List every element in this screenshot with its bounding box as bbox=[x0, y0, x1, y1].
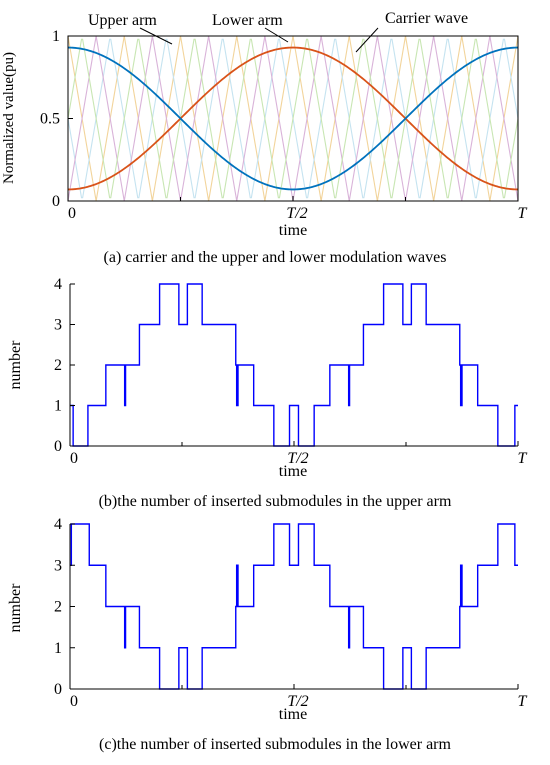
panel-c: 0 T/2 T 0 1 2 3 4 number time (c)the number of… bbox=[7, 516, 528, 753]
carrier-wave-line bbox=[68, 38, 518, 199]
x-tick-label: 0 bbox=[70, 693, 78, 710]
y-tick-label: 4 bbox=[54, 276, 62, 293]
y-tick-label: 0 bbox=[54, 681, 62, 698]
x-ticks-a: 0 T/2 T bbox=[67, 196, 528, 222]
x-axis-label-b: time bbox=[279, 463, 307, 480]
x-ticks-b: 0 T/2 T bbox=[69, 441, 528, 467]
y-tick-label: 0 bbox=[52, 193, 60, 210]
lower-arm-wave-line bbox=[68, 46, 518, 191]
y-axis-label-c: number bbox=[7, 583, 24, 633]
carrier-wave-line bbox=[68, 36, 518, 201]
upper-arm-submodule-count-line bbox=[70, 283, 518, 447]
y-tick-label: 1 bbox=[54, 640, 62, 657]
y-tick-label: 4 bbox=[54, 516, 62, 533]
annotation-carrier-wave: Carrier wave bbox=[385, 10, 468, 27]
x-tick-label: T bbox=[518, 205, 528, 222]
y-ticks-a: 00.51 bbox=[40, 28, 73, 210]
caption-b: (b)the number of inserted submodules in … bbox=[99, 493, 452, 510]
panel-a: 0 T/2 T 00.51 Normalized value(pu) time Up… bbox=[1, 10, 528, 266]
y-axis-label-a: Normalized value(pu) bbox=[1, 52, 17, 184]
annotation-pointer-carrier bbox=[355, 27, 379, 53]
lower-arm-submodule-count-line bbox=[70, 523, 518, 690]
y-tick-label: 0.5 bbox=[40, 111, 60, 128]
x-ticks-c: 0 T/2 T bbox=[69, 684, 528, 710]
panel-b: 0 T/2 T 0 1 2 3 4 number time (b)the number of… bbox=[7, 276, 528, 510]
x-tick-label: T/2 bbox=[287, 693, 308, 710]
modulation-waves bbox=[68, 46, 518, 191]
y-axis-label-b: number bbox=[7, 340, 24, 390]
carrier-wave-line bbox=[68, 36, 518, 201]
upper-arm-wave-line bbox=[68, 46, 518, 191]
annotation-lower-arm: Lower arm bbox=[212, 12, 283, 29]
y-tick-label: 2 bbox=[54, 599, 62, 616]
carrier-waves bbox=[68, 36, 518, 201]
annotation-pointer-lower bbox=[264, 27, 289, 43]
y-tick-label: 3 bbox=[54, 557, 62, 574]
x-tick-label: T bbox=[518, 693, 528, 710]
caption-a: (a) carrier and the upper and lower modu… bbox=[104, 249, 447, 266]
y-ticks-c: 0 1 2 3 4 bbox=[54, 516, 75, 698]
y-tick-label: 2 bbox=[54, 357, 62, 374]
x-tick-label: 0 bbox=[68, 205, 76, 222]
x-tick-label: T/2 bbox=[287, 450, 308, 467]
x-tick-label: 0 bbox=[70, 450, 78, 467]
y-tick-label: 0 bbox=[54, 438, 62, 455]
x-axis-label-a: time bbox=[279, 222, 307, 239]
y-ticks-b: 0 1 2 3 4 bbox=[54, 276, 75, 455]
x-axis-label-c: time bbox=[279, 706, 307, 723]
annotation-pointer-upper bbox=[139, 27, 173, 45]
y-tick-label: 1 bbox=[54, 398, 62, 415]
x-tick-label: T bbox=[518, 450, 528, 467]
annotation-upper-arm: Upper arm bbox=[88, 12, 157, 29]
y-tick-label: 3 bbox=[54, 317, 62, 334]
x-tick-label: T/2 bbox=[286, 205, 307, 222]
y-tick-label: 1 bbox=[52, 28, 60, 45]
caption-c: (c)the number of inserted submodules in … bbox=[99, 736, 451, 753]
